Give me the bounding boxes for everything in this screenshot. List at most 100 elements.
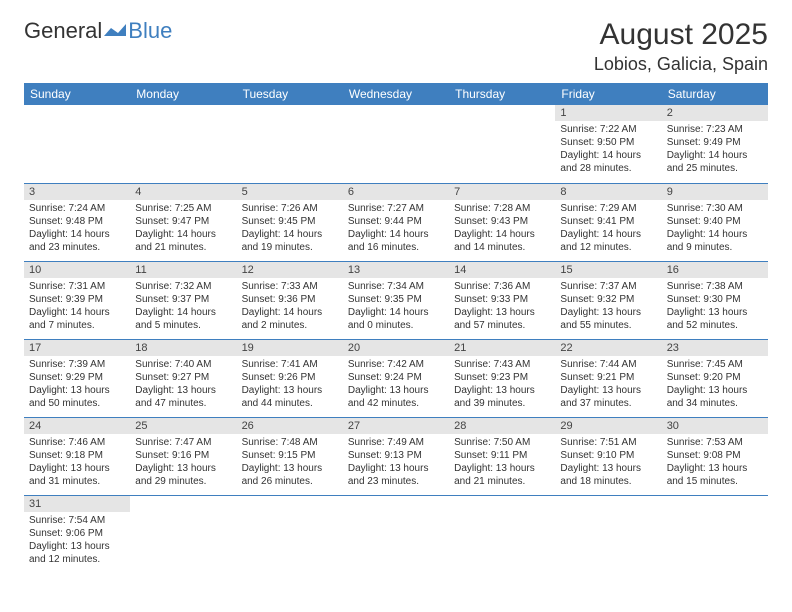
calendar-row: 1Sunrise: 7:22 AMSunset: 9:50 PMDaylight…	[24, 105, 768, 183]
day-detail-line: and 31 minutes.	[29, 475, 125, 488]
day-number: 14	[449, 262, 555, 278]
day-detail-line: Sunrise: 7:36 AM	[454, 280, 550, 293]
calendar-row: 31Sunrise: 7:54 AMSunset: 9:06 PMDayligh…	[24, 495, 768, 573]
day-number: 15	[555, 262, 661, 278]
day-detail-line: Sunrise: 7:26 AM	[242, 202, 338, 215]
title-block: August 2025 Lobios, Galicia, Spain	[594, 18, 768, 75]
day-number: 13	[343, 262, 449, 278]
day-number: 21	[449, 340, 555, 356]
day-detail-line: and 12 minutes.	[29, 553, 125, 566]
day-detail-line: and 55 minutes.	[560, 319, 656, 332]
day-detail-line: Sunrise: 7:45 AM	[667, 358, 763, 371]
day-number: 27	[343, 418, 449, 434]
day-detail-line: Sunrise: 7:25 AM	[135, 202, 231, 215]
day-number: 23	[662, 340, 768, 356]
day-detail-line: Daylight: 14 hours	[667, 149, 763, 162]
day-detail-line: Sunrise: 7:46 AM	[29, 436, 125, 449]
day-detail-line: and 47 minutes.	[135, 397, 231, 410]
day-details: Sunrise: 7:44 AMSunset: 9:21 PMDaylight:…	[555, 356, 661, 414]
day-detail-line: Sunrise: 7:34 AM	[348, 280, 444, 293]
day-detail-line: and 29 minutes.	[135, 475, 231, 488]
day-detail-line: Sunset: 9:08 PM	[667, 449, 763, 462]
day-details: Sunrise: 7:23 AMSunset: 9:49 PMDaylight:…	[662, 121, 768, 179]
day-detail-line: Sunset: 9:33 PM	[454, 293, 550, 306]
day-details: Sunrise: 7:47 AMSunset: 9:16 PMDaylight:…	[130, 434, 236, 492]
day-detail-line: Sunrise: 7:31 AM	[29, 280, 125, 293]
day-number: 6	[343, 184, 449, 200]
calendar-cell: 28Sunrise: 7:50 AMSunset: 9:11 PMDayligh…	[449, 417, 555, 495]
calendar-cell: 30Sunrise: 7:53 AMSunset: 9:08 PMDayligh…	[662, 417, 768, 495]
calendar-cell: 11Sunrise: 7:32 AMSunset: 9:37 PMDayligh…	[130, 261, 236, 339]
day-detail-line: Daylight: 14 hours	[560, 149, 656, 162]
day-detail-line: and 5 minutes.	[135, 319, 231, 332]
day-detail-line: Sunset: 9:23 PM	[454, 371, 550, 384]
calendar-cell: 23Sunrise: 7:45 AMSunset: 9:20 PMDayligh…	[662, 339, 768, 417]
day-detail-line: Daylight: 13 hours	[29, 384, 125, 397]
day-detail-line: and 52 minutes.	[667, 319, 763, 332]
day-detail-line: Sunset: 9:10 PM	[560, 449, 656, 462]
day-number: 16	[662, 262, 768, 278]
calendar-cell-empty	[555, 495, 661, 573]
day-detail-line: Daylight: 14 hours	[242, 306, 338, 319]
day-detail-line: Sunrise: 7:49 AM	[348, 436, 444, 449]
calendar-cell: 13Sunrise: 7:34 AMSunset: 9:35 PMDayligh…	[343, 261, 449, 339]
day-detail-line: Sunrise: 7:24 AM	[29, 202, 125, 215]
day-detail-line: Sunset: 9:16 PM	[135, 449, 231, 462]
day-detail-line: and 21 minutes.	[135, 241, 231, 254]
calendar-cell: 12Sunrise: 7:33 AMSunset: 9:36 PMDayligh…	[237, 261, 343, 339]
day-number: 4	[130, 184, 236, 200]
day-details: Sunrise: 7:28 AMSunset: 9:43 PMDaylight:…	[449, 200, 555, 258]
calendar-cell: 1Sunrise: 7:22 AMSunset: 9:50 PMDaylight…	[555, 105, 661, 183]
day-detail-line: Daylight: 14 hours	[560, 228, 656, 241]
day-details: Sunrise: 7:46 AMSunset: 9:18 PMDaylight:…	[24, 434, 130, 492]
day-detail-line: Sunrise: 7:29 AM	[560, 202, 656, 215]
weekday-header: Wednesday	[343, 83, 449, 105]
day-detail-line: Daylight: 13 hours	[135, 462, 231, 475]
day-detail-line: Sunset: 9:44 PM	[348, 215, 444, 228]
day-number: 26	[237, 418, 343, 434]
calendar-cell: 15Sunrise: 7:37 AMSunset: 9:32 PMDayligh…	[555, 261, 661, 339]
calendar-cell-empty	[449, 105, 555, 183]
calendar-cell: 7Sunrise: 7:28 AMSunset: 9:43 PMDaylight…	[449, 183, 555, 261]
day-detail-line: Sunset: 9:21 PM	[560, 371, 656, 384]
day-detail-line: and 18 minutes.	[560, 475, 656, 488]
day-detail-line: Sunset: 9:47 PM	[135, 215, 231, 228]
day-details: Sunrise: 7:30 AMSunset: 9:40 PMDaylight:…	[662, 200, 768, 258]
calendar-cell-empty	[343, 105, 449, 183]
day-number: 12	[237, 262, 343, 278]
day-detail-line: Sunrise: 7:50 AM	[454, 436, 550, 449]
day-detail-line: Sunset: 9:49 PM	[667, 136, 763, 149]
calendar-cell-empty	[662, 495, 768, 573]
day-detail-line: Daylight: 13 hours	[348, 384, 444, 397]
day-detail-line: Daylight: 13 hours	[454, 306, 550, 319]
day-detail-line: and 23 minutes.	[29, 241, 125, 254]
day-detail-line: Daylight: 13 hours	[454, 462, 550, 475]
day-detail-line: Sunset: 9:36 PM	[242, 293, 338, 306]
day-number: 22	[555, 340, 661, 356]
day-detail-line: and 19 minutes.	[242, 241, 338, 254]
logo-text-general: General	[24, 18, 102, 44]
day-number: 24	[24, 418, 130, 434]
header: General Blue August 2025 Lobios, Galicia…	[24, 18, 768, 75]
day-detail-line: Daylight: 13 hours	[560, 306, 656, 319]
day-details: Sunrise: 7:27 AMSunset: 9:44 PMDaylight:…	[343, 200, 449, 258]
day-number: 31	[24, 496, 130, 512]
day-detail-line: and 21 minutes.	[454, 475, 550, 488]
calendar-cell: 27Sunrise: 7:49 AMSunset: 9:13 PMDayligh…	[343, 417, 449, 495]
day-details: Sunrise: 7:45 AMSunset: 9:20 PMDaylight:…	[662, 356, 768, 414]
weekday-header: Sunday	[24, 83, 130, 105]
day-details: Sunrise: 7:50 AMSunset: 9:11 PMDaylight:…	[449, 434, 555, 492]
calendar-cell: 19Sunrise: 7:41 AMSunset: 9:26 PMDayligh…	[237, 339, 343, 417]
day-detail-line: and 50 minutes.	[29, 397, 125, 410]
day-detail-line: Sunset: 9:06 PM	[29, 527, 125, 540]
day-detail-line: Sunrise: 7:47 AM	[135, 436, 231, 449]
calendar-cell: 18Sunrise: 7:40 AMSunset: 9:27 PMDayligh…	[130, 339, 236, 417]
day-number: 29	[555, 418, 661, 434]
day-number: 5	[237, 184, 343, 200]
day-details: Sunrise: 7:43 AMSunset: 9:23 PMDaylight:…	[449, 356, 555, 414]
day-detail-line: Daylight: 13 hours	[667, 384, 763, 397]
day-detail-line: Daylight: 14 hours	[242, 228, 338, 241]
day-detail-line: Sunset: 9:40 PM	[667, 215, 763, 228]
calendar-cell: 25Sunrise: 7:47 AMSunset: 9:16 PMDayligh…	[130, 417, 236, 495]
day-number: 30	[662, 418, 768, 434]
